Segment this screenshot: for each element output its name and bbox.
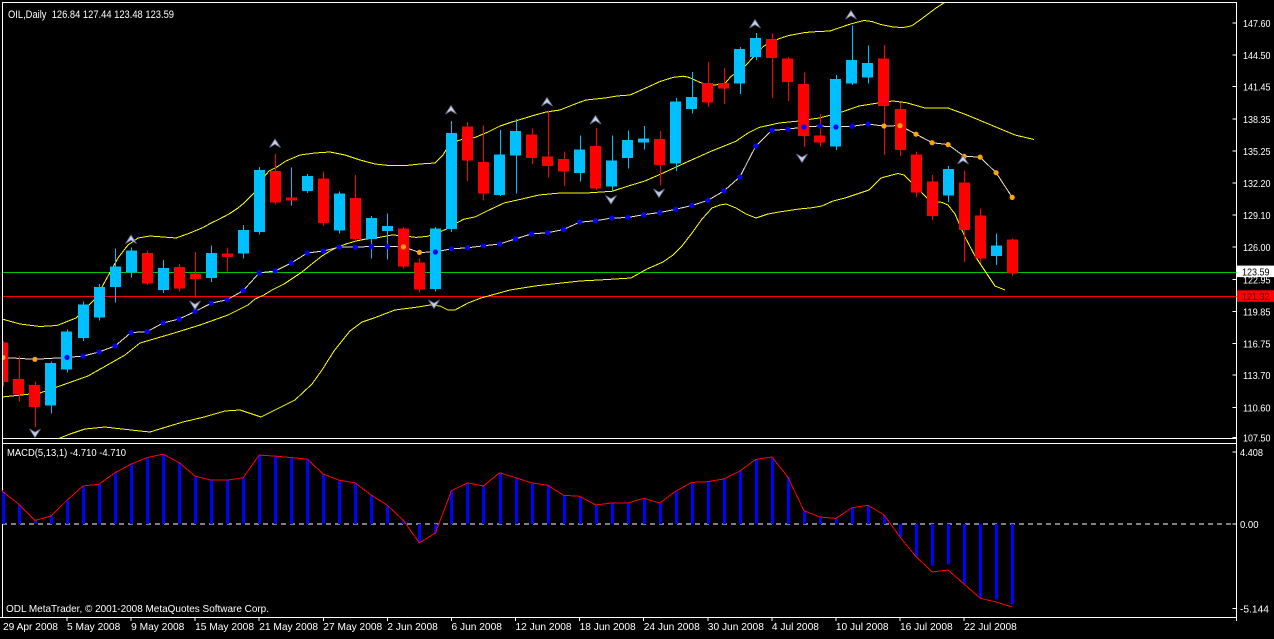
svg-text:138.35: 138.35 [1243, 114, 1271, 126]
svg-text:21 May 2008: 21 May 2008 [259, 622, 318, 633]
svg-text:29 Apr 2008: 29 Apr 2008 [3, 622, 58, 633]
svg-text:9 May 2008: 9 May 2008 [131, 622, 185, 633]
svg-text:18 Jun 2008: 18 Jun 2008 [580, 622, 636, 633]
svg-text:123.59: 123.59 [1242, 266, 1270, 278]
svg-text:22 Jul 2008: 22 Jul 2008 [964, 622, 1017, 633]
svg-text:27 May 2008: 27 May 2008 [323, 622, 382, 633]
svg-text:119.85: 119.85 [1243, 306, 1271, 318]
svg-text:132.20: 132.20 [1243, 178, 1271, 190]
svg-text:116.75: 116.75 [1243, 339, 1271, 351]
svg-text:135.25: 135.25 [1243, 146, 1271, 158]
svg-text:-5.144: -5.144 [1240, 603, 1269, 615]
svg-text:10 Jul 2008: 10 Jul 2008 [836, 622, 889, 633]
svg-text:147.60: 147.60 [1243, 18, 1271, 30]
svg-text:MACD(5,13,1) -4.710 -4.710: MACD(5,13,1) -4.710 -4.710 [7, 447, 126, 459]
svg-text:24 Jun 2008: 24 Jun 2008 [644, 622, 700, 633]
svg-text:126.00: 126.00 [1243, 242, 1271, 254]
svg-text:144.50: 144.50 [1243, 50, 1271, 62]
svg-text:107.50: 107.50 [1243, 433, 1271, 445]
svg-text:141.45: 141.45 [1243, 82, 1271, 94]
svg-text:110.60: 110.60 [1243, 402, 1271, 414]
svg-text:ODL MetaTrader, © 2001-2008 Me: ODL MetaTrader, © 2001-2008 MetaQuotes S… [6, 604, 269, 615]
svg-text:0.00: 0.00 [1240, 519, 1259, 531]
svg-text:4.408: 4.408 [1240, 447, 1263, 459]
svg-text:30 Jun 2008: 30 Jun 2008 [708, 622, 764, 633]
svg-text:16 Jul 2008: 16 Jul 2008 [900, 622, 953, 633]
svg-text:113.70: 113.70 [1243, 370, 1271, 382]
svg-text:122.95: 122.95 [1243, 275, 1271, 287]
svg-text:12 Jun 2008: 12 Jun 2008 [516, 622, 572, 633]
svg-text:5 May 2008: 5 May 2008 [67, 622, 121, 633]
svg-text:121.32: 121.32 [1242, 291, 1270, 303]
svg-text:2 Jun 2008: 2 Jun 2008 [387, 622, 438, 633]
svg-text:4 Jul 2008: 4 Jul 2008 [772, 622, 819, 633]
svg-text:6 Jun 2008: 6 Jun 2008 [452, 622, 503, 633]
svg-text:15 May 2008: 15 May 2008 [195, 622, 254, 633]
svg-text:129.10: 129.10 [1243, 210, 1271, 222]
svg-text:OIL,Daily 126.84 127.44 123.4: OIL,Daily 126.84 127.44 123.48 123.59 [8, 9, 174, 21]
